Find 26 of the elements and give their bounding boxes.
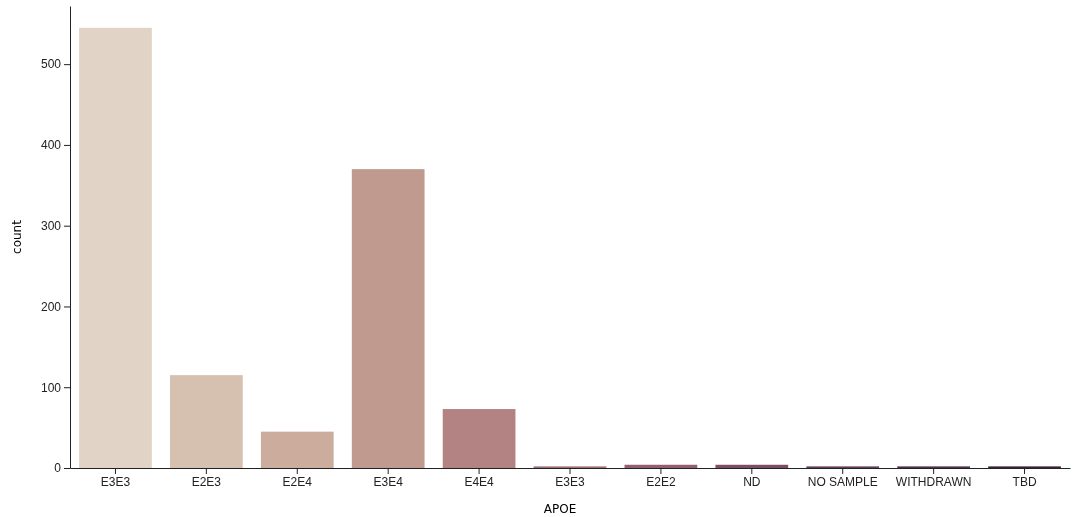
y-tick-label: 400 bbox=[40, 138, 62, 153]
x-tick-label: E3E4 bbox=[373, 474, 404, 489]
x-tick-label: ND bbox=[743, 474, 761, 489]
y-axis-title: count bbox=[10, 219, 24, 254]
bar bbox=[715, 464, 789, 468]
bar bbox=[170, 375, 243, 468]
x-tick-label: E3E3 bbox=[100, 474, 131, 489]
y-tick-label: 200 bbox=[40, 299, 62, 314]
x-tick-label: E4E4 bbox=[464, 474, 495, 489]
x-axis-title: APOE bbox=[543, 502, 577, 516]
x-tick-label: TBD bbox=[1012, 474, 1037, 489]
y-tick-label: 100 bbox=[40, 380, 62, 395]
y-tick-label: 0 bbox=[54, 461, 62, 476]
x-tick-label: E2E2 bbox=[646, 474, 676, 489]
bar bbox=[79, 27, 152, 468]
bar bbox=[442, 409, 516, 468]
y-tick-label: 500 bbox=[40, 57, 62, 72]
y-tick-label: 300 bbox=[40, 219, 62, 234]
x-tick-label: WITHDRAWN bbox=[895, 474, 972, 489]
x-tick-label: E2E4 bbox=[282, 474, 313, 489]
bar bbox=[260, 431, 334, 468]
x-tick-label: E3E3 bbox=[555, 474, 585, 489]
x-tick-label: E2E3 bbox=[191, 474, 222, 489]
bar bbox=[351, 169, 425, 468]
x-tick-label: NO SAMPLE bbox=[807, 474, 878, 489]
bar bbox=[624, 464, 698, 468]
